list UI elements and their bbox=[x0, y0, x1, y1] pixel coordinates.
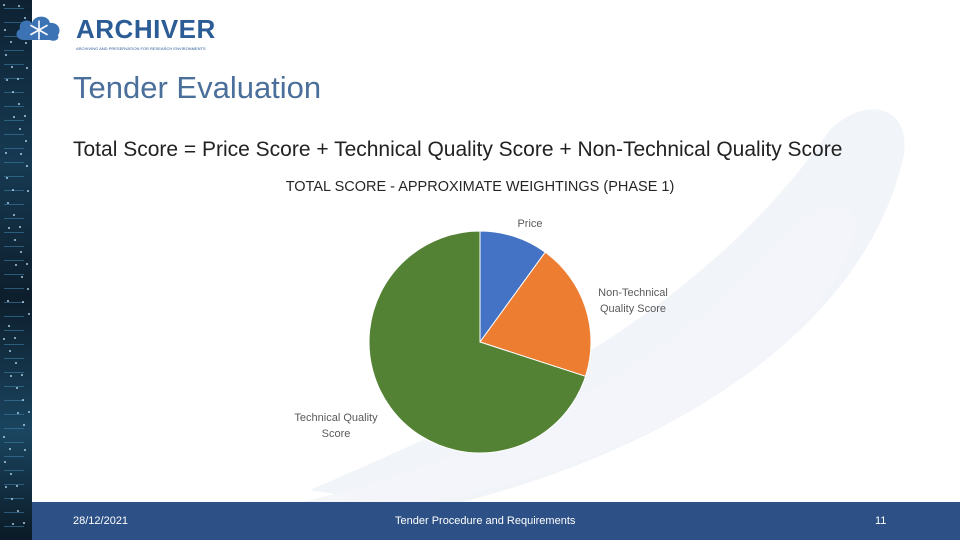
decorative-server-strip bbox=[0, 0, 32, 540]
footer-title: Tender Procedure and Requirements bbox=[395, 515, 576, 527]
logo-tagline: ARCHIVING AND PRESERVATION FOR RESEARCH … bbox=[76, 46, 206, 51]
page-number: 11 bbox=[875, 515, 887, 527]
weightings-pie-chart: Price Non-Technical Quality Score Technical… bbox=[294, 218, 668, 454]
pie-label-price: Price bbox=[517, 218, 542, 230]
logo-wordmark: ARCHIVER bbox=[76, 14, 216, 44]
footer-bar: 28/12/2021 Tender Procedure and Requirem… bbox=[32, 502, 960, 540]
archiver-logo: ARCHIVER ARCHIVING AND PRESERVATION FOR … bbox=[14, 8, 215, 51]
pie-slice-non-technical-quality-score bbox=[479, 251, 592, 377]
score-formula: Total Score = Price Score + Technical Qu… bbox=[73, 138, 843, 161]
slide-title: Tender Evaluation bbox=[73, 70, 322, 105]
pie-slice-technical-quality-score bbox=[368, 230, 587, 454]
pie-label-technical-quality-score: Technical Quality Score bbox=[294, 412, 378, 440]
chart-title: TOTAL SCORE - APPROXIMATE WEIGHTINGS (PH… bbox=[285, 179, 675, 195]
cloud-snowflake-icon bbox=[16, 16, 60, 41]
pie-label-non-technical-quality-score: Non-Technical Quality Score bbox=[598, 287, 668, 315]
footer-date: 28/12/2021 bbox=[73, 515, 129, 527]
